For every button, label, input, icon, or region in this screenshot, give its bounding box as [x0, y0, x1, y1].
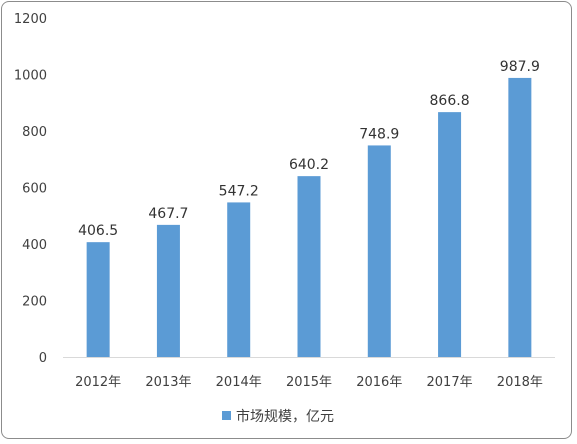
x-tick-label: 2012年 [75, 375, 121, 390]
bar [297, 176, 321, 357]
y-tick-label: 1200 [14, 12, 47, 27]
x-axis-ticks: 2012年 2013年 2014年 2015年 2016年 2017年 2018年 [75, 375, 543, 390]
data-labels-group: 406.5 467.7 547.2 640.2 748.9 866.8 987.9 [78, 59, 540, 239]
x-tick-label: 2017年 [427, 375, 473, 390]
bar [438, 112, 462, 357]
x-tick-label: 2014年 [216, 375, 262, 390]
chart-frame [1, 1, 572, 439]
y-tick-label: 200 [22, 295, 47, 310]
bar [156, 224, 180, 357]
bar [508, 77, 532, 358]
y-tick-label: 600 [22, 182, 47, 197]
data-label: 748.9 [359, 126, 399, 142]
legend-swatch [222, 411, 231, 420]
data-label: 987.9 [500, 59, 540, 75]
data-label: 866.8 [430, 93, 470, 109]
data-label: 640.2 [289, 157, 329, 173]
data-label: 547.2 [219, 183, 259, 199]
y-tick-label: 0 [39, 351, 47, 366]
x-tick-label: 2013年 [145, 375, 191, 390]
legend-label: 市场规模，亿元 [236, 408, 334, 425]
bar [367, 145, 391, 357]
y-axis-ticks: 0 200 400 600 800 1000 1200 [14, 12, 47, 366]
x-tick-label: 2018年 [497, 375, 543, 390]
bars-group [86, 77, 532, 358]
bar [227, 202, 251, 357]
bar [86, 242, 110, 357]
y-tick-label: 1000 [14, 69, 47, 84]
data-label: 467.7 [148, 206, 188, 222]
y-tick-label: 400 [22, 238, 47, 253]
x-tick-label: 2015年 [286, 375, 332, 390]
data-label: 406.5 [78, 223, 118, 239]
x-tick-label: 2016年 [356, 375, 402, 390]
y-tick-label: 800 [22, 125, 47, 140]
legend: 市场规模，亿元 [222, 408, 334, 425]
